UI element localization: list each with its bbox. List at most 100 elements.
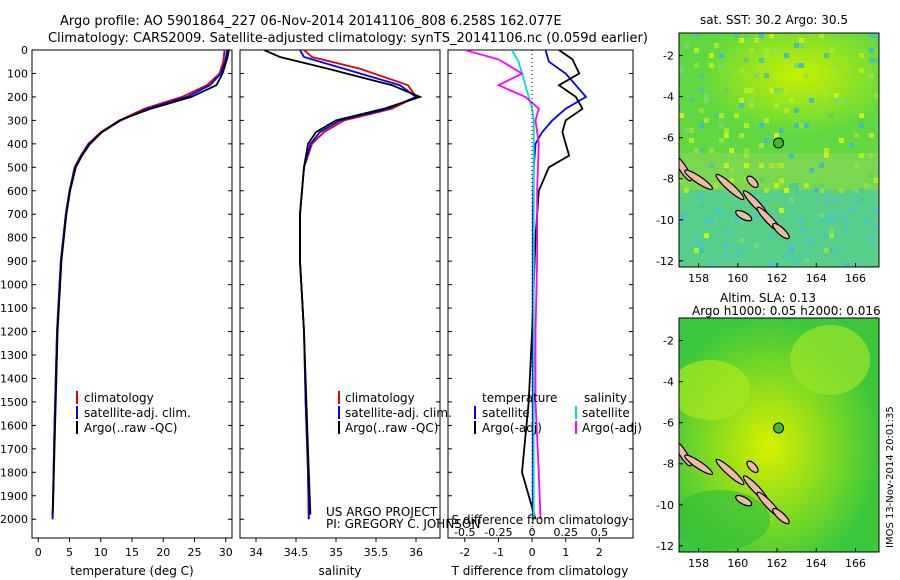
sst-pixel	[684, 78, 689, 83]
sst-pixel	[774, 203, 779, 208]
sst-pixel	[789, 153, 794, 158]
depth-tick-label: 1900	[0, 490, 28, 503]
x2-tick-label: 0	[529, 526, 536, 539]
sst-pixel	[739, 103, 744, 108]
sst-pixel	[769, 163, 774, 168]
series-line-argo-raw-qc-	[263, 50, 423, 515]
x2-tick-label: -0.5	[454, 526, 475, 539]
sst-pixel	[839, 188, 844, 193]
sst-pixel	[724, 203, 729, 208]
sst-pixel	[839, 138, 844, 143]
lon-tick-label: 166	[845, 557, 866, 570]
sst-pixel	[794, 183, 799, 188]
sst-pixel	[774, 103, 779, 108]
sst-pixel	[724, 133, 729, 138]
sst-pixel	[694, 33, 699, 38]
sst-pixel	[819, 183, 824, 188]
x-tick-label: 1	[562, 546, 569, 559]
sst-pixel	[709, 263, 714, 267]
sst-pixel	[724, 228, 729, 233]
temperature-series	[51, 50, 230, 520]
sst-pixel	[774, 88, 779, 93]
sst-pixel	[694, 53, 699, 58]
sst-pixel	[679, 218, 684, 223]
depth-tick-label: 1800	[0, 466, 28, 479]
x-tick-label: 0	[529, 546, 536, 559]
lat-tick-label: -2	[663, 335, 674, 348]
sst-pixel	[859, 188, 864, 193]
sst-pixel	[744, 153, 749, 158]
sst-pixel	[679, 68, 684, 73]
series-line-temperature-satellite	[531, 50, 588, 520]
sst-pixel	[744, 123, 749, 128]
sst-pixel	[759, 123, 764, 128]
lon-tick-label: 166	[845, 272, 866, 285]
legend-t-argo: Argo(-adj)	[482, 421, 542, 435]
sst-pixel	[819, 108, 824, 113]
x-tick-label: 34	[249, 546, 263, 559]
sst-pixel	[799, 123, 804, 128]
sst-pixel	[749, 48, 754, 53]
sst-pixel	[709, 148, 714, 153]
sst-pixel	[679, 213, 684, 218]
sst-pixel	[804, 123, 809, 128]
sst-pixel	[804, 238, 809, 243]
x-tick-label: -1	[493, 546, 504, 559]
sst-pixel	[869, 133, 874, 138]
sst-pixel	[824, 53, 829, 58]
sst-pixel	[774, 48, 779, 53]
sst-pixel	[709, 53, 714, 58]
solomon-islands	[679, 422, 790, 525]
sst-pixel	[694, 248, 699, 253]
series-line-salinity-argo-adj-	[464, 50, 542, 520]
sst-pixel	[684, 213, 689, 218]
series-line-climatology	[51, 50, 226, 520]
x-tick-label: 35.5	[364, 546, 389, 559]
sst-pixel	[824, 153, 829, 158]
lat-tick-label: -10	[656, 214, 674, 227]
lat-tick-label: -12	[656, 540, 674, 553]
depth-tick-label: 2000	[0, 513, 28, 526]
sst-pixel	[869, 153, 874, 158]
lat-tick-label: -6	[663, 417, 674, 430]
difference-axes	[447, 49, 634, 539]
temperature-legend: climatology satellite-adj. clim. Argo(..…	[76, 391, 191, 435]
lon-tick-label: 162	[767, 272, 788, 285]
sst-pixel	[714, 43, 719, 48]
sst-pixel	[869, 173, 874, 178]
difference-xlabel-s: S difference from climatology	[452, 513, 629, 527]
sst-pixel	[684, 43, 689, 48]
depth-tick-label: 1600	[0, 419, 28, 432]
sst-pixel	[829, 48, 834, 53]
sst-pixel	[739, 133, 744, 138]
sst-pixel	[764, 118, 769, 123]
sst-pixel	[694, 48, 699, 53]
sst-pixel	[784, 253, 789, 258]
sst-pixel	[734, 253, 739, 258]
legend-satellite: satellite-adj. clim.	[84, 406, 191, 420]
sst-pixel	[869, 73, 874, 78]
depth-tick-label: 1500	[0, 396, 28, 409]
sst-pixel	[734, 33, 739, 38]
sst-pixel	[739, 68, 744, 73]
sst-pixel	[754, 213, 759, 218]
sst-pixel	[714, 208, 719, 213]
sst-pixel	[754, 243, 759, 248]
sst-pixel	[859, 153, 864, 158]
sst-pixel	[829, 233, 834, 238]
sst-pixel	[744, 178, 749, 183]
sst-pixel	[784, 53, 789, 58]
sst-pixel	[724, 243, 729, 248]
sst-pixel	[809, 98, 814, 103]
sla-map-title: Altim. SLA: 0.13	[720, 291, 816, 305]
sst-pixel	[699, 108, 704, 113]
sst-pixel	[739, 248, 744, 253]
lat-tick-label: -4	[663, 91, 674, 104]
lat-tick-label: -8	[663, 458, 674, 471]
sst-pixel	[759, 143, 764, 148]
difference-legend: temperature salinity satellite Argo(-adj…	[474, 391, 642, 435]
sst-pixel	[789, 198, 794, 203]
x-tick-label: 36	[409, 546, 423, 559]
difference-xlabel-t: T difference from climatology	[451, 564, 629, 578]
